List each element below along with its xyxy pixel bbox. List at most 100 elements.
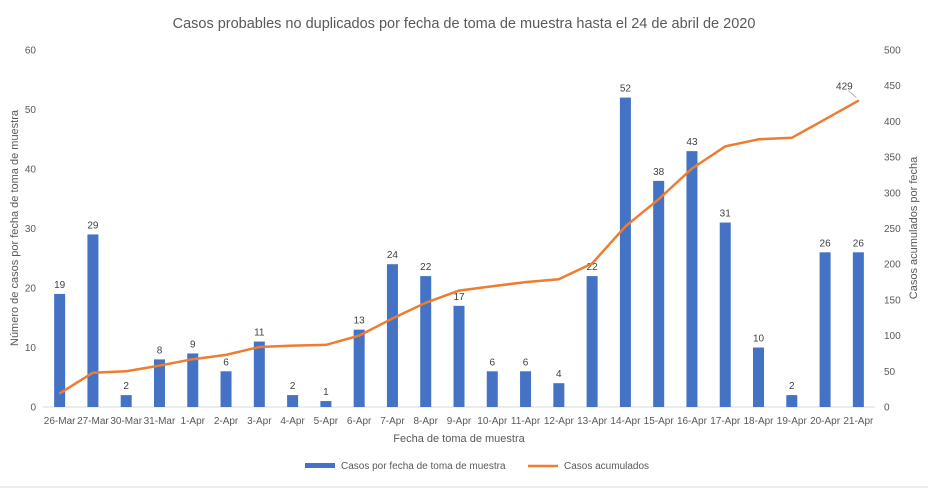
line-point bbox=[225, 354, 227, 356]
line-point bbox=[58, 392, 61, 395]
x-tick-label: 16-Apr bbox=[677, 416, 708, 427]
bar-value-label: 26 bbox=[820, 238, 832, 249]
bar bbox=[719, 222, 731, 407]
line-point bbox=[458, 289, 460, 292]
line-point bbox=[491, 285, 494, 288]
bar-value-label: 8 bbox=[157, 345, 163, 356]
y-tick-label: 0 bbox=[30, 403, 36, 414]
bar-value-label: 19 bbox=[54, 280, 66, 291]
x-tick-label: 5-Apr bbox=[314, 416, 339, 427]
y-tick-label: 50 bbox=[25, 105, 37, 116]
x-tick-label: 27-Mar bbox=[77, 416, 109, 427]
bar-value-label: 1 bbox=[323, 387, 329, 398]
legend-line-label: Casos acumulados bbox=[564, 461, 649, 472]
x-tick-label: 14-Apr bbox=[610, 416, 641, 427]
y2-tick-label: 200 bbox=[884, 260, 901, 271]
line-point bbox=[158, 364, 161, 367]
bar bbox=[586, 276, 598, 407]
bar bbox=[753, 347, 765, 407]
bar bbox=[187, 353, 199, 407]
line-point bbox=[424, 301, 427, 304]
y-tick-label: 60 bbox=[25, 46, 37, 57]
y-tick-label: 10 bbox=[25, 343, 37, 354]
x-tick-label: 3-Apr bbox=[247, 416, 272, 427]
bar-value-label: 22 bbox=[420, 262, 432, 273]
line-point bbox=[691, 167, 693, 170]
bar-value-label: 9 bbox=[190, 339, 196, 350]
x-tick-label: 20-Apr bbox=[810, 416, 841, 427]
bar bbox=[153, 359, 165, 407]
bar-value-label: 6 bbox=[223, 357, 229, 368]
bar-value-label: 2 bbox=[123, 381, 129, 392]
x-tick-label: 13-Apr bbox=[577, 416, 608, 427]
y2-tick-label: 450 bbox=[884, 81, 901, 92]
bar bbox=[54, 293, 66, 407]
x-tick-label: 30-Mar bbox=[110, 416, 142, 427]
line-point bbox=[92, 371, 94, 374]
x-tick-label: 11-Apr bbox=[511, 416, 541, 427]
y-tick-label: 30 bbox=[25, 224, 37, 235]
x-tick-label: 7-Apr bbox=[380, 416, 405, 427]
y2-tick-label: 100 bbox=[884, 331, 901, 342]
x-tick-label: 9-Apr bbox=[447, 416, 472, 427]
line-point bbox=[325, 344, 327, 346]
x-tick-label: 8-Apr bbox=[413, 416, 438, 427]
line-point bbox=[191, 358, 194, 360]
bar bbox=[220, 371, 232, 407]
bar-value-label: 29 bbox=[87, 220, 99, 231]
line-point bbox=[857, 99, 860, 102]
y-tick-label: 20 bbox=[25, 284, 37, 295]
bar-value-label: 4 bbox=[556, 369, 562, 380]
x-axis-ticks: 26-Mar 27-Mar 30-Mar 31-Mar 1-Apr 2-Apr 3-Apr 4… bbox=[44, 416, 874, 427]
y2-tick-label: 0 bbox=[884, 403, 890, 414]
bar-value-label: 38 bbox=[653, 167, 665, 178]
y2-tick-label: 400 bbox=[884, 117, 901, 128]
bar bbox=[786, 395, 798, 407]
x-tick-label: 6-Apr bbox=[347, 416, 372, 427]
line-point bbox=[724, 145, 727, 148]
line-point bbox=[358, 334, 360, 337]
line-point bbox=[391, 317, 394, 320]
bar-value-label: 31 bbox=[720, 209, 732, 220]
x-tick-label: 4-Apr bbox=[280, 416, 305, 427]
y2-axis-title: Casos acumulados por fecha bbox=[908, 156, 920, 299]
x-tick-label: 21-Apr bbox=[843, 416, 874, 427]
bar bbox=[520, 371, 532, 407]
x-tick-label: 18-Apr bbox=[744, 416, 775, 427]
y2-tick-label: 150 bbox=[884, 295, 901, 306]
bar bbox=[420, 276, 432, 407]
line-point bbox=[624, 225, 627, 228]
bar bbox=[453, 305, 465, 407]
x-tick-label: 31-Mar bbox=[144, 416, 176, 427]
line-point bbox=[558, 278, 560, 280]
x-tick-label: 2-Apr bbox=[214, 416, 239, 427]
bar bbox=[287, 395, 299, 407]
bar bbox=[120, 395, 132, 407]
bar-value-label: 2 bbox=[290, 381, 296, 392]
line-point bbox=[291, 344, 294, 347]
bar-value-label: 17 bbox=[453, 292, 465, 303]
line-point bbox=[258, 346, 261, 348]
legend-bar-swatch bbox=[305, 463, 335, 468]
bar bbox=[253, 341, 265, 407]
y2-tick-label: 250 bbox=[884, 224, 901, 235]
bar-value-label: 11 bbox=[254, 328, 265, 339]
bar-value-label: 13 bbox=[354, 316, 366, 327]
line-point bbox=[657, 198, 660, 201]
end-label-leader bbox=[848, 90, 857, 98]
bar-series bbox=[54, 97, 864, 407]
x-tick-label: 12-Apr bbox=[544, 416, 575, 427]
bar-value-label: 26 bbox=[853, 238, 865, 249]
line-point bbox=[524, 281, 527, 283]
bar bbox=[386, 264, 398, 407]
bar bbox=[553, 383, 565, 407]
line-point bbox=[757, 138, 760, 141]
bar bbox=[320, 401, 332, 407]
y2-tick-label: 500 bbox=[884, 46, 901, 57]
bar-data-labels: 19 29 2 8 9 6 11 2 1 13 24 22 17 6 6 4 22 52 38 43 31 10 2 26 26 bbox=[54, 84, 864, 398]
x-tick-label: 19-Apr bbox=[777, 416, 808, 427]
x-axis-title: Fecha de toma de muestra bbox=[393, 433, 525, 445]
bar bbox=[353, 329, 365, 407]
